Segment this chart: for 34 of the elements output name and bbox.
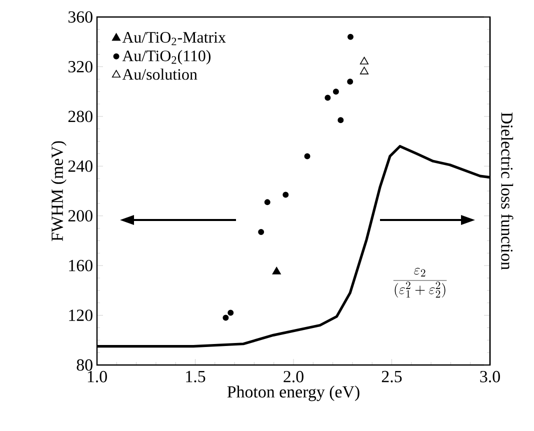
point (258, 229, 264, 236)
annotation: $\frac{\varepsilon_2}{(\varepsilon_1^2+\varepsilon_2^2)}$ (393, 268, 447, 298)
point (264, 199, 270, 206)
point (282, 192, 289, 198)
point (222, 314, 229, 321)
point (228, 310, 234, 316)
y-tick-label: 280 (68, 110, 92, 122)
y-tick-label: 80 (76, 359, 92, 371)
legend-label: Au/TiO$_{2}$(110) (122, 50, 211, 65)
legend-label: Au/solution (122, 68, 198, 80)
y-axis-title: FWHM (meV) (51, 141, 66, 242)
y-tick-label: 360 (68, 11, 92, 23)
point (338, 117, 344, 124)
x-tick-label: 2.0 (284, 370, 304, 382)
y-tick-label: 200 (68, 210, 92, 222)
point (332, 88, 339, 95)
x-axis-title: Photon energy (eV) (227, 386, 360, 402)
y-tick-label: 320 (68, 60, 92, 72)
point (360, 66, 369, 74)
point (347, 34, 354, 40)
y-tick-label: 120 (69, 310, 92, 322)
legend-label: Au/TiO$_{2}$-Matrix (122, 32, 226, 46)
point (347, 78, 354, 85)
point (304, 153, 310, 160)
point (272, 266, 281, 274)
x-tick-label: 1.0 (88, 370, 107, 382)
x-tick-label: 1.5 (186, 370, 206, 382)
point (360, 56, 369, 64)
x-tick-label: 3.0 (480, 370, 500, 382)
y-tick-label: 240 (68, 160, 92, 172)
point (324, 94, 331, 101)
y2-axis-title: Dielectric loss function (501, 112, 514, 270)
y-tick-label: 160 (69, 260, 92, 272)
x-tick-label: 2.5 (382, 370, 402, 382)
